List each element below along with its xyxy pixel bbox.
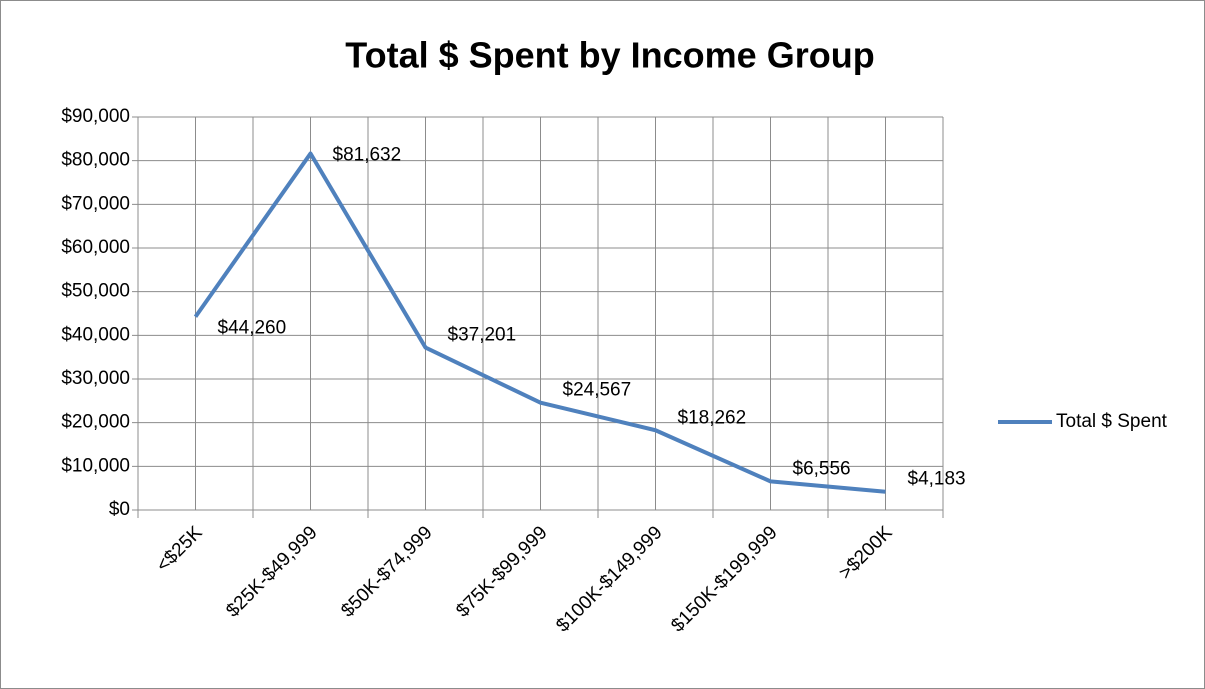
y-tick-label: $10,000 <box>61 455 130 476</box>
y-tick-label: $20,000 <box>61 412 130 433</box>
y-tick-label: $70,000 <box>61 193 130 214</box>
y-tick-label: $80,000 <box>61 150 130 171</box>
data-label: $37,201 <box>448 325 517 346</box>
chart-title: Total $ Spent by Income Group <box>345 35 874 76</box>
y-tick-label: $30,000 <box>61 368 130 389</box>
legend-label: Total $ Spent <box>1056 411 1168 432</box>
data-label: $81,632 <box>333 145 402 166</box>
y-tick-label: $60,000 <box>61 237 130 258</box>
y-tick-label: $50,000 <box>61 281 130 302</box>
data-label: $4,183 <box>908 469 966 490</box>
data-label: $18,262 <box>678 407 747 428</box>
y-tick-label: $0 <box>109 499 130 520</box>
y-tick-label: $90,000 <box>61 106 130 127</box>
line-series <box>193 151 886 494</box>
y-tick-label: $40,000 <box>61 324 130 345</box>
data-label: $44,260 <box>218 318 287 339</box>
data-label: $6,556 <box>793 458 851 479</box>
data-label: $24,567 <box>563 380 632 401</box>
